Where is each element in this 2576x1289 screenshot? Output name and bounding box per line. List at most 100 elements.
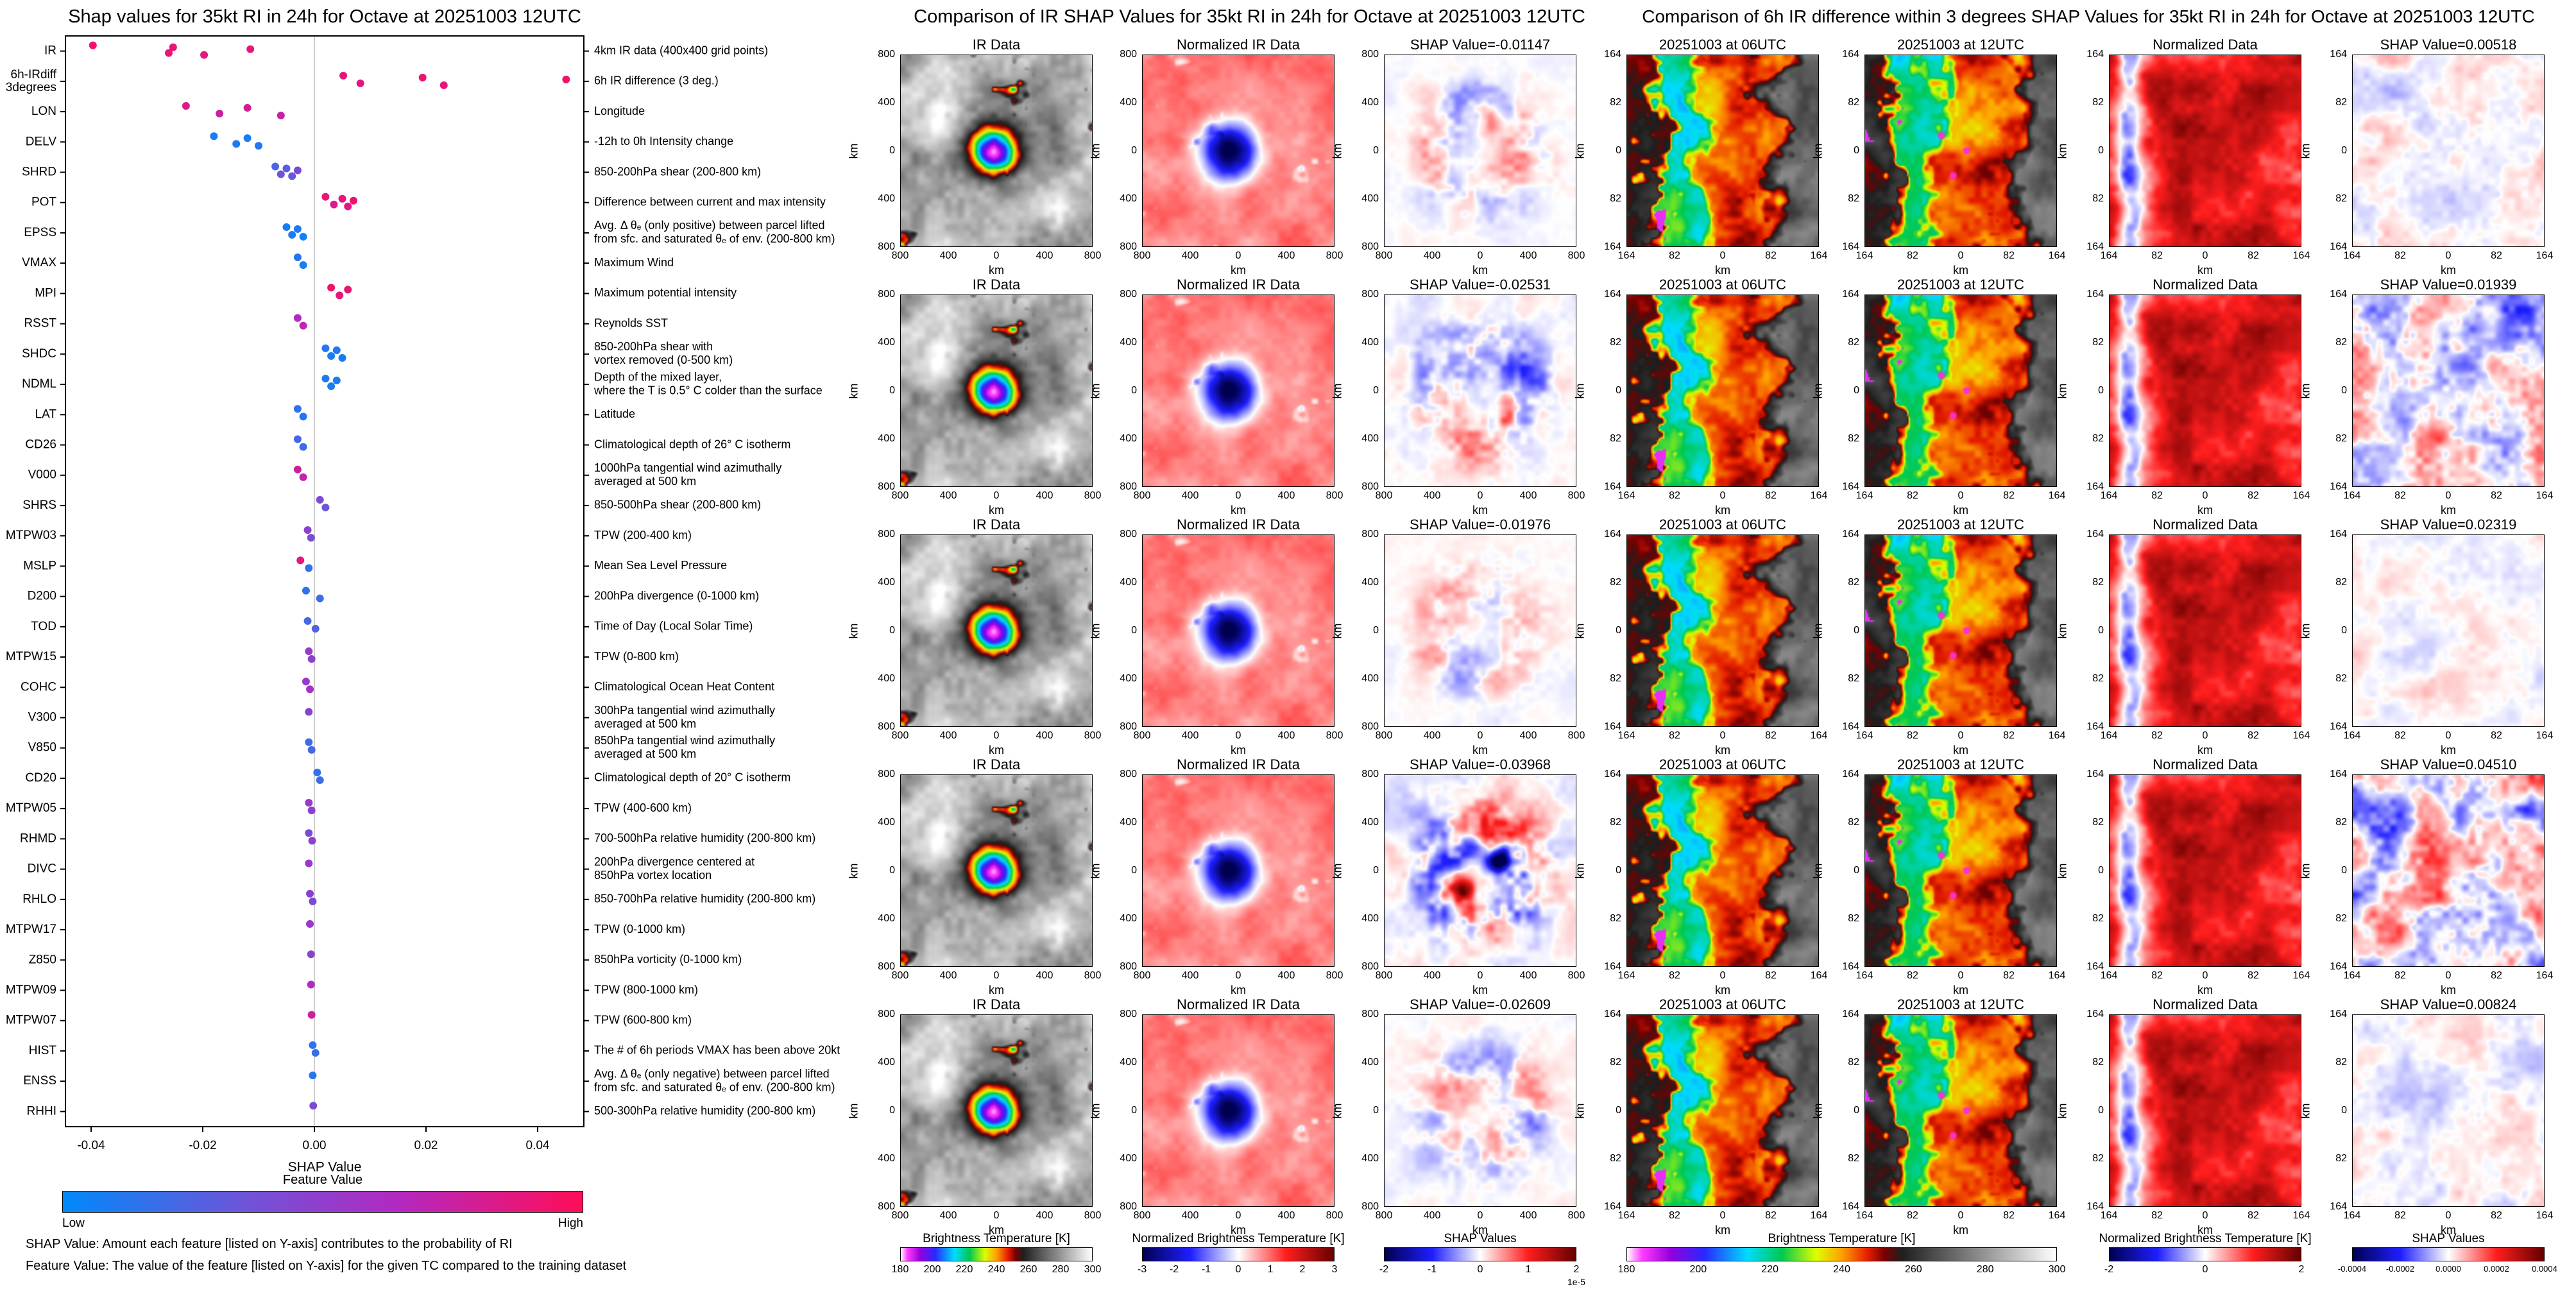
colorbar-tick-label: 220 bbox=[1761, 1264, 1778, 1275]
feature-label: RSST bbox=[24, 317, 56, 330]
colorbar-tick-label: 240 bbox=[987, 1264, 1005, 1275]
ir-grid-title: Comparison of IR SHAP Values for 35kt RI… bbox=[914, 6, 1585, 27]
y-axis-tick-label: 0 bbox=[2341, 1105, 2347, 1116]
x-axis-tick-label: 800 bbox=[1084, 1210, 1102, 1221]
x-axis-tick-label: 82 bbox=[2491, 490, 2502, 501]
y-axis-tick-label: 800 bbox=[878, 1201, 895, 1212]
y-axis-tick-label: 164 bbox=[1842, 529, 1859, 540]
y-axis-label: km bbox=[2299, 1103, 2312, 1119]
x-axis-label: km bbox=[2197, 984, 2213, 996]
y-axis-tick-label: 400 bbox=[878, 337, 895, 348]
shap-point bbox=[282, 164, 291, 173]
feature-label: MTPW05 bbox=[6, 801, 56, 815]
x-axis-tick-label: 164 bbox=[1855, 1210, 1873, 1221]
x-axis-tick-label: 400 bbox=[1036, 1210, 1053, 1221]
y-axis-tick-label: 800 bbox=[1361, 1009, 1379, 1020]
subplot-title: 20251003 at 06UTC bbox=[1659, 996, 1787, 1012]
subplot-shap-title: SHAP Value=0.02319 bbox=[2380, 516, 2517, 533]
x-axis-tick-label: 0 bbox=[1477, 970, 1483, 981]
y-axis-label: km bbox=[1331, 383, 1344, 399]
y-axis-tick-label: 400 bbox=[878, 1153, 895, 1164]
colorbar-tick-label: -1 bbox=[1201, 1264, 1211, 1275]
x-axis-tick-label: 164 bbox=[1855, 490, 1873, 501]
subplot-shap-title: SHAP Value=0.01939 bbox=[2380, 277, 2517, 293]
shap-point bbox=[321, 344, 330, 352]
x-axis-tick-label: 82 bbox=[2003, 490, 2015, 501]
x-axis-label: km bbox=[2197, 1224, 2213, 1236]
y-axis-tick-label: 82 bbox=[2092, 913, 2104, 924]
y-axis-tick-label: 0 bbox=[1373, 625, 1379, 636]
shap-point bbox=[182, 102, 190, 110]
x-axis-tick-label: 800 bbox=[1084, 250, 1102, 261]
x-axis-tick-label: 164 bbox=[1810, 730, 1828, 741]
y-axis-tick-label: 164 bbox=[1604, 289, 1621, 300]
x-axis-tick-label: 0 bbox=[993, 730, 1000, 741]
feature-desc: TPW (200-400 km) bbox=[594, 529, 692, 542]
shap-point bbox=[271, 162, 280, 171]
feature-desc: vortex removed (0-500 km) bbox=[594, 354, 733, 366]
subplot-title: 20251003 at 06UTC bbox=[1659, 516, 1787, 533]
y-axis-tick-label: 800 bbox=[1120, 721, 1137, 732]
colorbar-tick-label: 2 bbox=[2298, 1264, 2305, 1275]
y-axis-tick-label: 0 bbox=[1616, 625, 1621, 636]
subplot-title: IR Data bbox=[972, 996, 1021, 1012]
x-axis-tick-label: 0 bbox=[1235, 970, 1241, 981]
y-axis-tick-label: 82 bbox=[1610, 193, 1621, 204]
feature-desc: 500-300hPa relative humidity (200-800 km… bbox=[594, 1104, 815, 1117]
x-axis-tick-label: 800 bbox=[891, 730, 909, 741]
x-axis-label: km bbox=[1715, 1224, 1730, 1236]
x-axis-label: km bbox=[2441, 744, 2456, 756]
x-axis-tick-label: 400 bbox=[1277, 970, 1295, 981]
y-axis-label: km bbox=[1331, 863, 1344, 879]
feature-desc: 850-700hPa relative humidity (200-800 km… bbox=[594, 892, 815, 905]
shap-point bbox=[200, 51, 209, 59]
x-axis-tick-label: 800 bbox=[1326, 490, 1343, 501]
shap-point bbox=[316, 776, 324, 784]
x-axis-tick-label: 0 bbox=[1477, 250, 1483, 261]
irdiff-map-r4-c1 bbox=[1626, 774, 1819, 967]
shap-point bbox=[293, 225, 302, 233]
y-axis-tick-label: 82 bbox=[1610, 673, 1621, 684]
x-axis-label: km bbox=[1472, 1224, 1488, 1236]
x-axis-tick-label: 82 bbox=[1765, 970, 1777, 981]
feature-label: D200 bbox=[28, 590, 56, 603]
x-axis-tick-label: 164 bbox=[2292, 490, 2310, 501]
colorbar-tick-label: 180 bbox=[891, 1264, 909, 1275]
feature-label: SHRD bbox=[22, 166, 56, 179]
shap-point bbox=[307, 746, 316, 754]
y-axis-label: km bbox=[2299, 623, 2312, 639]
y-axis-tick-label: 164 bbox=[1842, 289, 1859, 300]
colorbar-tick-label: -0.0002 bbox=[2385, 1264, 2415, 1274]
feature-label: CD20 bbox=[25, 771, 56, 785]
subplot-title: 20251003 at 12UTC bbox=[1897, 756, 2025, 773]
ir-map-r2-c1 bbox=[900, 295, 1093, 487]
shap-point bbox=[309, 1102, 318, 1110]
x-axis-tick-label: 164 bbox=[2100, 1210, 2118, 1221]
shap-point bbox=[307, 655, 316, 663]
shap-point bbox=[306, 889, 314, 898]
x-axis-label: km bbox=[1953, 744, 1968, 756]
x-axis-tick-label: 0 bbox=[1719, 970, 1726, 981]
subplot-title: Normalized Data bbox=[2153, 516, 2258, 533]
shap-point bbox=[302, 678, 310, 686]
irdiff-grid-title: Comparison of 6h IR difference within 3 … bbox=[1642, 6, 2535, 26]
x-axis-tick-label: 164 bbox=[2343, 490, 2361, 501]
subplot-title: IR Data bbox=[972, 516, 1021, 533]
y-axis-tick-label: 82 bbox=[2092, 433, 2104, 444]
x-axis-tick-label: 800 bbox=[1133, 1210, 1151, 1221]
y-axis-tick-label: 82 bbox=[1848, 337, 1859, 348]
subplot-shap-title: SHAP Value=0.00518 bbox=[2380, 37, 2517, 53]
x-axis-label: km bbox=[2197, 744, 2213, 756]
colorbar-tick-label: 200 bbox=[923, 1264, 941, 1275]
y-axis-tick-label: 800 bbox=[1120, 961, 1137, 972]
y-axis-tick-label: 164 bbox=[1842, 241, 1859, 252]
x-axis-tick-label: 164 bbox=[2100, 490, 2118, 501]
x-axis-tick-label: 0 bbox=[993, 490, 1000, 501]
y-axis-tick-label: 800 bbox=[878, 769, 895, 780]
y-axis-tick-label: 82 bbox=[1610, 1153, 1621, 1164]
y-axis-tick-label: 82 bbox=[2335, 97, 2347, 108]
y-axis-tick-label: 164 bbox=[2086, 481, 2104, 492]
feature-label: MTPW07 bbox=[6, 1014, 56, 1027]
x-axis-tick-label: 400 bbox=[1181, 250, 1199, 261]
y-axis-tick-label: 0 bbox=[889, 1105, 895, 1116]
